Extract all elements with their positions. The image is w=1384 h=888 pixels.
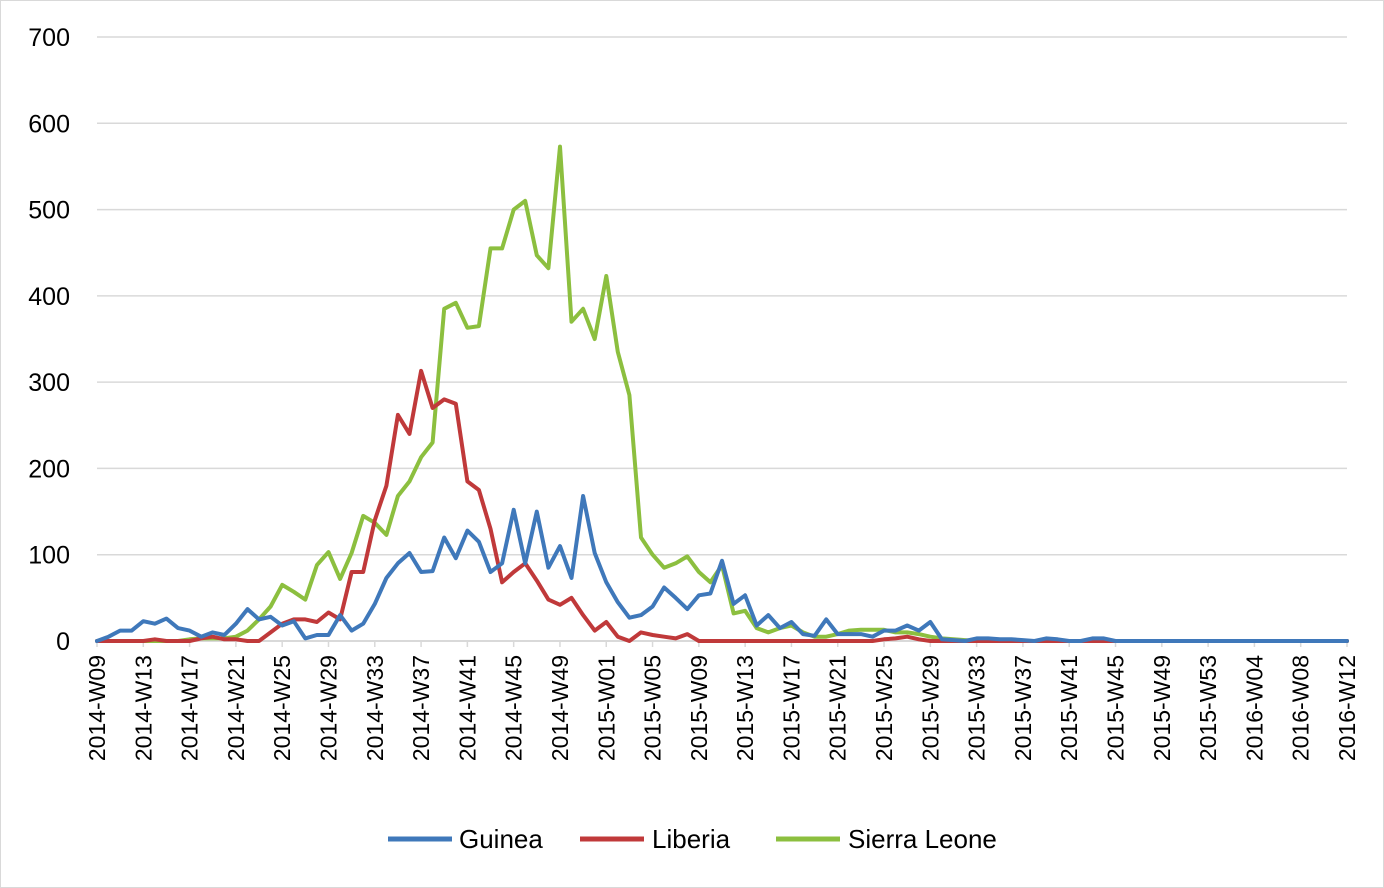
y-tick-label: 200 bbox=[28, 455, 70, 483]
x-tick-label: 2015-W41 bbox=[1056, 655, 1082, 761]
x-tick-label: 2014-W25 bbox=[269, 655, 295, 761]
series-line-liberia bbox=[95, 368, 1349, 643]
y-tick-label: 0 bbox=[56, 628, 70, 656]
x-tick-label: 2015-W25 bbox=[871, 655, 897, 761]
x-tick-label: 2016-W12 bbox=[1334, 655, 1360, 761]
x-tick-label: 2015-W09 bbox=[686, 655, 712, 761]
series-line-guinea bbox=[95, 494, 1349, 643]
y-tick-label: 300 bbox=[28, 369, 70, 397]
x-tick-label: 2015-W33 bbox=[964, 655, 990, 761]
y-tick-label: 600 bbox=[28, 110, 70, 138]
x-tick-label: 2015-W45 bbox=[1103, 655, 1129, 761]
x-tick-label: 2014-W17 bbox=[177, 655, 203, 761]
x-tick-label: 2015-W49 bbox=[1149, 655, 1175, 761]
legend-label-liberia: Liberia bbox=[652, 824, 731, 854]
x-tick-label: 2014-W33 bbox=[362, 655, 388, 761]
x-tick-label: 2015-W37 bbox=[1010, 655, 1036, 761]
x-tick-label: 2014-W41 bbox=[454, 655, 480, 761]
x-tick-label: 2015-W01 bbox=[593, 655, 619, 761]
x-tick-label: 2015-W13 bbox=[732, 655, 758, 761]
legend: Guinea Liberia Sierra Leone bbox=[388, 824, 997, 854]
x-tick-label: 2015-W17 bbox=[778, 655, 804, 761]
x-tick-label: 2015-W29 bbox=[917, 655, 943, 761]
x-tick-label: 2014-W49 bbox=[547, 655, 573, 761]
x-tick-label: 2014-W21 bbox=[223, 655, 249, 761]
y-tick-label: 400 bbox=[28, 283, 70, 311]
x-tick-label: 2016-W08 bbox=[1288, 655, 1314, 761]
y-tick-label: 700 bbox=[28, 24, 70, 52]
x-tick-label: 2015-W21 bbox=[825, 655, 851, 761]
x-tick-label: 2014-W37 bbox=[408, 655, 434, 761]
gridlines bbox=[97, 36, 1347, 556]
x-tick-label: 2014-W29 bbox=[315, 655, 341, 761]
y-tick-label: 500 bbox=[28, 197, 70, 225]
x-tick-label: 2016-W04 bbox=[1241, 655, 1267, 761]
x-axis-ticks: 2014-W09 2014-W13 2014-W17 2014-W21 2014-W25… bbox=[84, 641, 1360, 761]
legend-label-guinea: Guinea bbox=[459, 824, 543, 854]
x-tick-label: 2015-W05 bbox=[640, 655, 666, 761]
x-tick-label: 2014-W09 bbox=[84, 655, 110, 761]
x-tick-label: 2014-W13 bbox=[130, 655, 156, 761]
series-lines bbox=[95, 144, 1349, 643]
x-tick-label: 2015-W53 bbox=[1195, 655, 1221, 761]
y-axis-ticks: 0 100 200 300 400 500 600 700 bbox=[28, 24, 70, 656]
y-tick-label: 100 bbox=[28, 542, 70, 570]
legend-label-sierra-leone: Sierra Leone bbox=[848, 824, 997, 854]
x-tick-label: 2014-W45 bbox=[501, 655, 527, 761]
